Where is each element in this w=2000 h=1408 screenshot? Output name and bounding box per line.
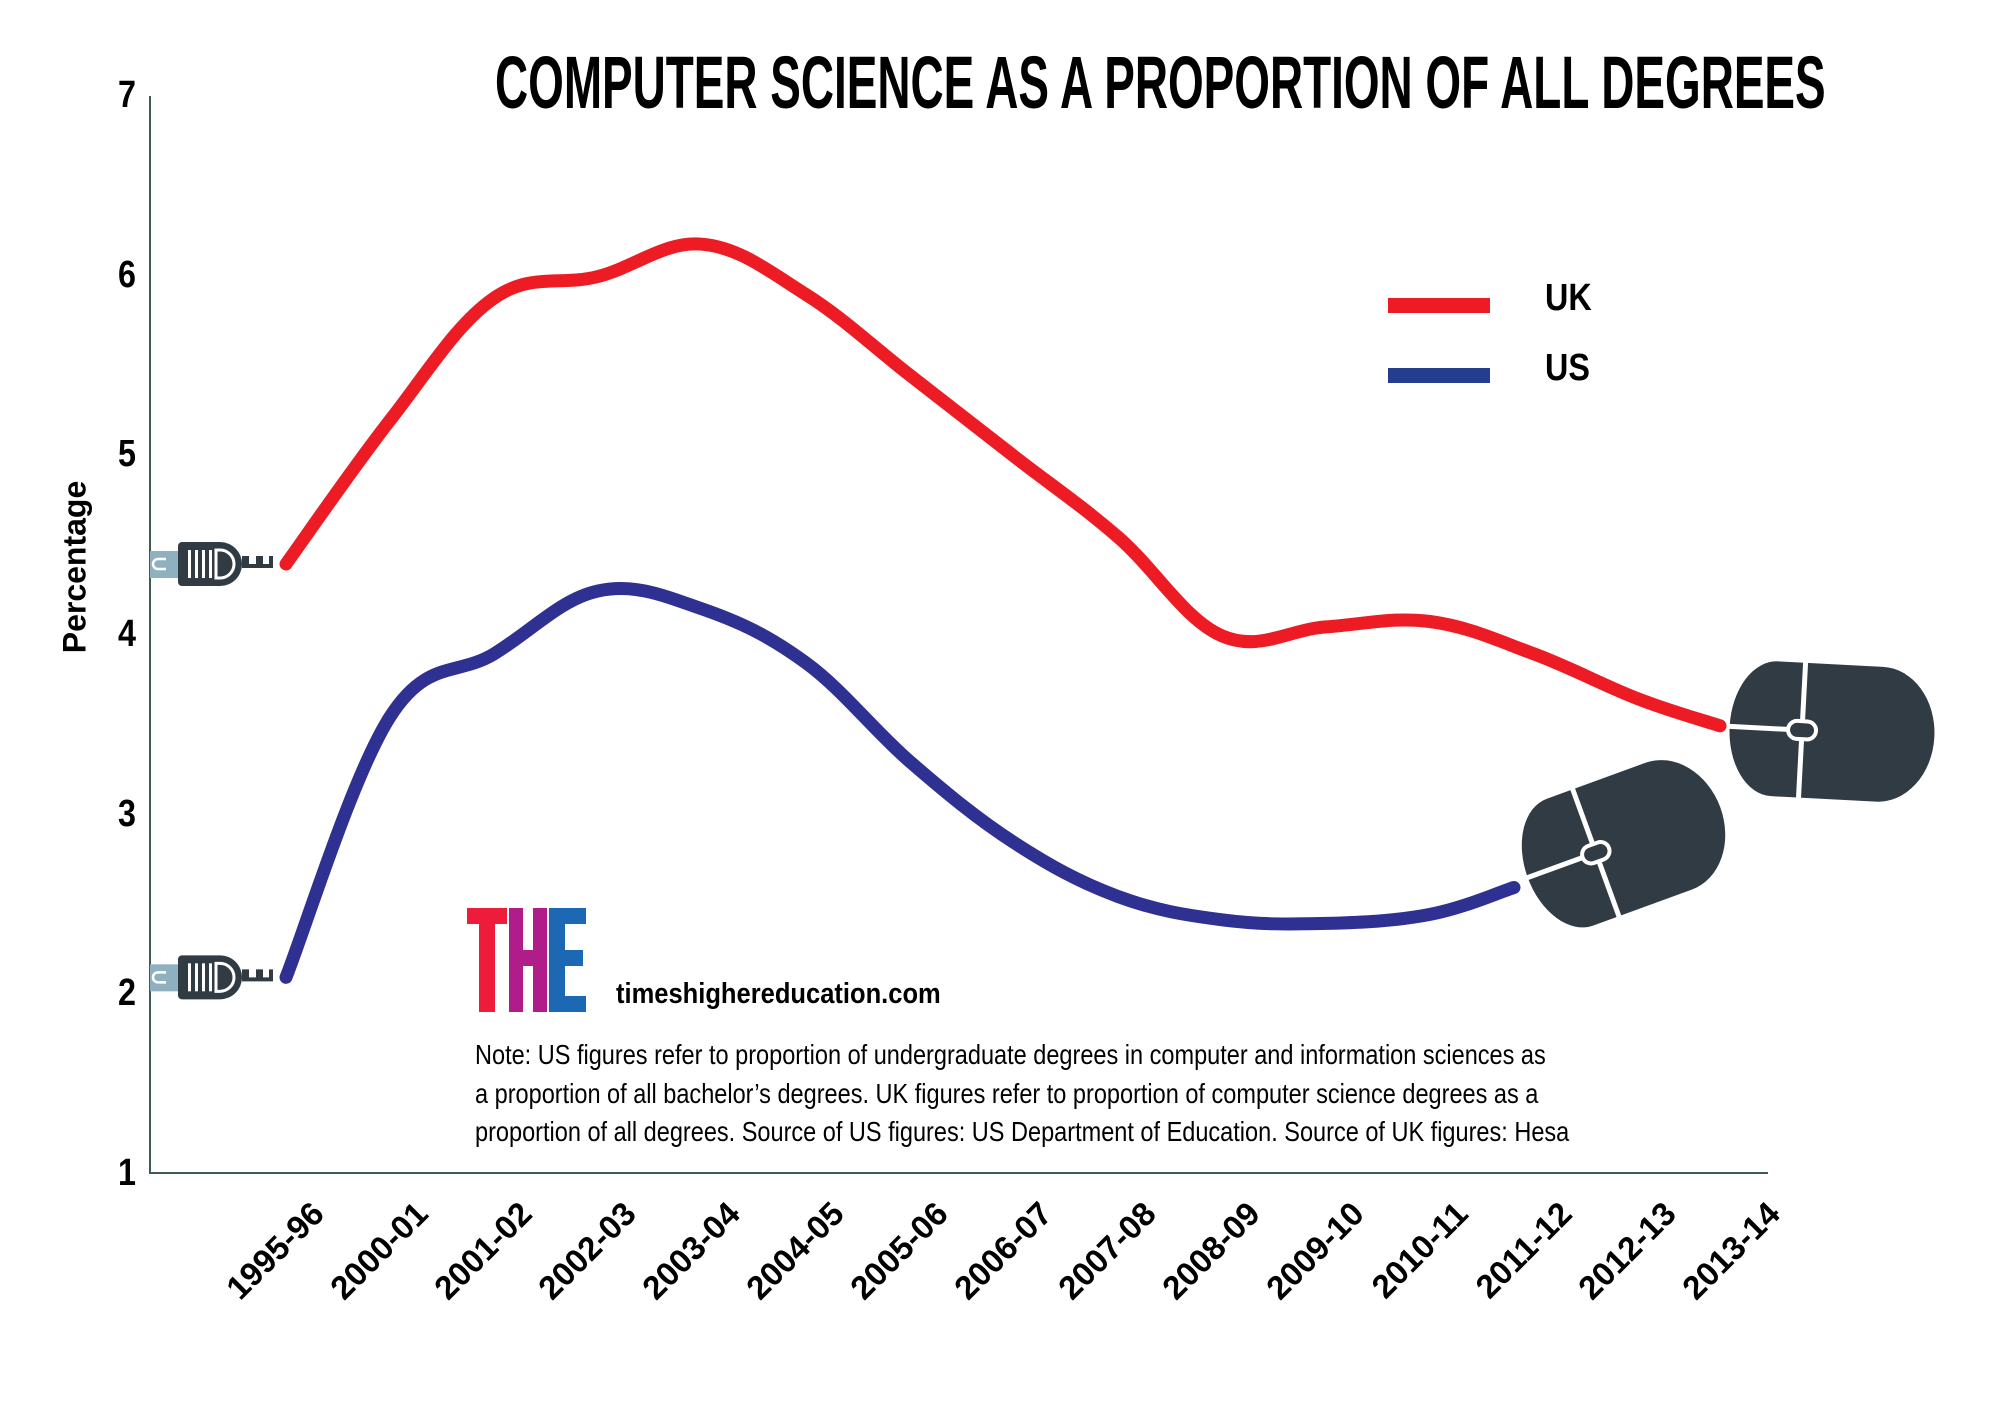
note-line: proportion of all degrees. Source of US … — [475, 1116, 1570, 1147]
note-line: Note: US figures refer to proportion of … — [475, 1039, 1546, 1070]
legend-swatch-uk — [1388, 298, 1490, 313]
note-line: a proportion of all bachelor’s degrees. … — [475, 1077, 1539, 1109]
legend-label-us: US — [1545, 347, 1590, 389]
y-tick-label: 4 — [118, 612, 136, 655]
computer-mouse-icon — [1727, 660, 1935, 802]
usb-plug-icon — [150, 955, 273, 1000]
series-line-uk — [279, 237, 1727, 733]
y-tick-label: 7 — [118, 73, 136, 116]
chart-note: Note: US figures refer to proportion of … — [475, 1036, 1718, 1152]
usb-plug-icon — [150, 542, 273, 587]
logo-letter-e — [549, 908, 586, 1012]
series-line-us — [279, 582, 1521, 984]
website-url: timeshighereducation.com — [616, 978, 941, 1010]
y-tick-label: 1 — [118, 1152, 136, 1194]
computer-mouse-icon — [1521, 760, 1726, 928]
legend-swatch-us — [1388, 368, 1490, 383]
y-tick-label: 6 — [118, 253, 136, 296]
y-tick-label: 2 — [118, 972, 136, 1015]
y-tick-label: 5 — [118, 433, 136, 476]
the-logo — [467, 908, 591, 1012]
legend-label-uk: UK — [1545, 277, 1592, 319]
logo-letter-t — [467, 908, 507, 1012]
y-tick-label: 3 — [118, 792, 136, 835]
logo-letter-h — [509, 908, 547, 1012]
